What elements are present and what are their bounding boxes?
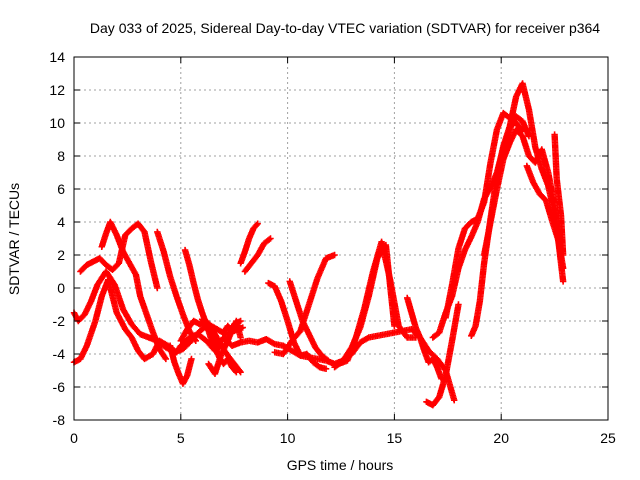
series-track-l: [237, 220, 261, 267]
series-track-c: [77, 220, 161, 292]
series-track-e: [154, 228, 199, 344]
chart-title: Day 033 of 2025, Sidereal Day-to-day VTE…: [90, 20, 600, 36]
series-track-a: [70, 276, 458, 404]
x-tick-label: 10: [280, 430, 296, 446]
data-point: [266, 236, 273, 243]
data-point: [237, 368, 244, 376]
y-tick-label: 14: [49, 49, 65, 65]
data-point: [162, 355, 170, 363]
data-point: [253, 221, 260, 229]
data-point: [451, 397, 458, 404]
series-track-r: [335, 238, 419, 368]
data-point: [254, 220, 261, 227]
series-track-k: [220, 317, 244, 341]
data-point: [192, 337, 199, 344]
data-point: [559, 265, 567, 272]
data-point: [237, 334, 244, 341]
data-point: [236, 367, 243, 375]
y-axis-label: SDTVAR / TECUs: [6, 183, 22, 295]
x-tick-label: 25: [600, 430, 616, 446]
y-tick-label: 12: [49, 82, 65, 98]
data-point: [323, 356, 331, 363]
y-tick-label: 8: [57, 148, 65, 164]
axis-ticks: [73, 56, 609, 421]
y-tick-label: 6: [57, 181, 65, 197]
data-point: [322, 365, 330, 373]
plot-frame: [73, 56, 609, 421]
data-point: [154, 284, 161, 292]
data-point: [559, 251, 567, 259]
data-point: [331, 251, 338, 259]
y-tick-label: -8: [53, 412, 66, 428]
series-track-n: [265, 279, 330, 373]
data-points: [70, 80, 567, 409]
x-tick-label: 15: [387, 430, 403, 446]
y-tick-label: 2: [57, 247, 65, 263]
data-point: [188, 355, 195, 363]
y-tick-label: 0: [57, 280, 65, 296]
series-track-m: [241, 235, 274, 275]
y-tick-label: 4: [57, 214, 65, 230]
series-track-p: [271, 251, 338, 358]
series-track-z: [551, 131, 567, 259]
data-point: [455, 301, 462, 308]
y-tick-label: -2: [53, 313, 66, 329]
data-point: [324, 357, 332, 364]
series-track-d: [98, 218, 170, 363]
data-point: [559, 278, 567, 285]
series-track-t: [423, 301, 462, 409]
y-tick-label: -6: [53, 379, 66, 395]
x-tick-label: 20: [493, 430, 509, 446]
x-tick-label: 0: [70, 430, 78, 446]
series-track-v: [442, 109, 526, 321]
x-tick-labels: 0 5 10 15 20 25: [70, 430, 616, 446]
x-axis-label: GPS time / hours: [287, 457, 394, 473]
series-track-f: [166, 342, 195, 387]
y-tick-labels: -8 -6 -4 -2 0 2 4 6 8 10 12 14: [49, 49, 65, 428]
data-point: [267, 235, 274, 242]
x-tick-label: 5: [177, 430, 185, 446]
y-tick-label: -4: [53, 346, 66, 362]
y-tick-label: 10: [49, 115, 65, 131]
